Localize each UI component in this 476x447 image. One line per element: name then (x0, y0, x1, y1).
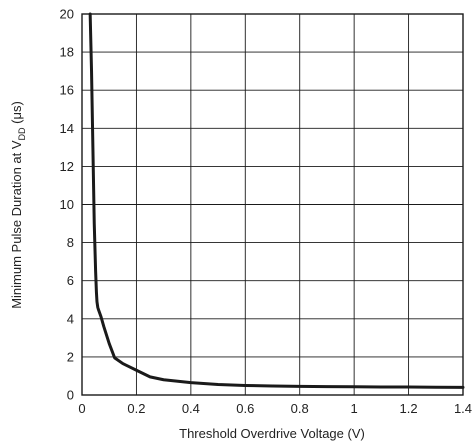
y-tick-label: 0 (67, 388, 74, 403)
x-tick-label: 0 (78, 401, 85, 416)
y-tick-label: 14 (60, 121, 74, 136)
series-line (88, 12, 465, 389)
y-tick-label: 8 (67, 235, 74, 250)
y-tick-label: 4 (67, 311, 74, 326)
y-tick-label: 16 (60, 83, 74, 98)
y-tick-label: 20 (60, 7, 74, 22)
y-axis-label: Minimum Pulse Duration at VDD (μs) (9, 101, 27, 309)
y-tick-label: 6 (67, 273, 74, 288)
y-tick-label: 18 (60, 45, 74, 60)
plot-frame (81, 13, 464, 396)
x-tick-label: 1.4 (454, 401, 472, 416)
grid (82, 14, 463, 395)
y-axis-label-subscript: DD (17, 127, 27, 140)
x-tick-label: 1 (351, 401, 358, 416)
tick-labels: 0 0.2 0.4 0.6 0.8 1 1.2 1.4 0 2 4 6 8 10 12 14 16 18 20 (60, 7, 473, 417)
x-tick-label: 0.6 (236, 401, 254, 416)
x-tick-label: 1.2 (400, 401, 418, 416)
x-tick-label: 0.8 (291, 401, 309, 416)
y-tick-label: 10 (60, 197, 74, 212)
y-axis-label-main: Minimum Pulse Duration at V (9, 140, 24, 309)
y-tick-label: 2 (67, 349, 74, 364)
x-axis-label: Threshold Overdrive Voltage (V) (179, 426, 365, 441)
y-tick-label: 12 (60, 159, 74, 174)
series-layer (88, 12, 465, 389)
x-tick-label: 0.4 (182, 401, 200, 416)
y-axis-label-suffix: (μs) (9, 101, 24, 127)
x-tick-label: 0.2 (127, 401, 145, 416)
